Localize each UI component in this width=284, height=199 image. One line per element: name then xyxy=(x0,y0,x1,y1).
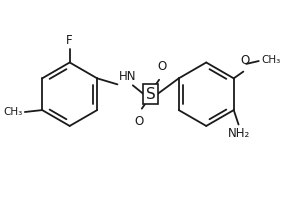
Text: HN: HN xyxy=(118,70,136,83)
Text: CH₃: CH₃ xyxy=(262,55,281,65)
Text: CH₃: CH₃ xyxy=(4,107,23,117)
Text: NH₂: NH₂ xyxy=(227,127,250,140)
Text: S: S xyxy=(146,87,155,102)
Text: O: O xyxy=(241,54,250,67)
Text: F: F xyxy=(66,34,73,47)
Text: O: O xyxy=(134,115,143,128)
Text: O: O xyxy=(157,60,167,73)
